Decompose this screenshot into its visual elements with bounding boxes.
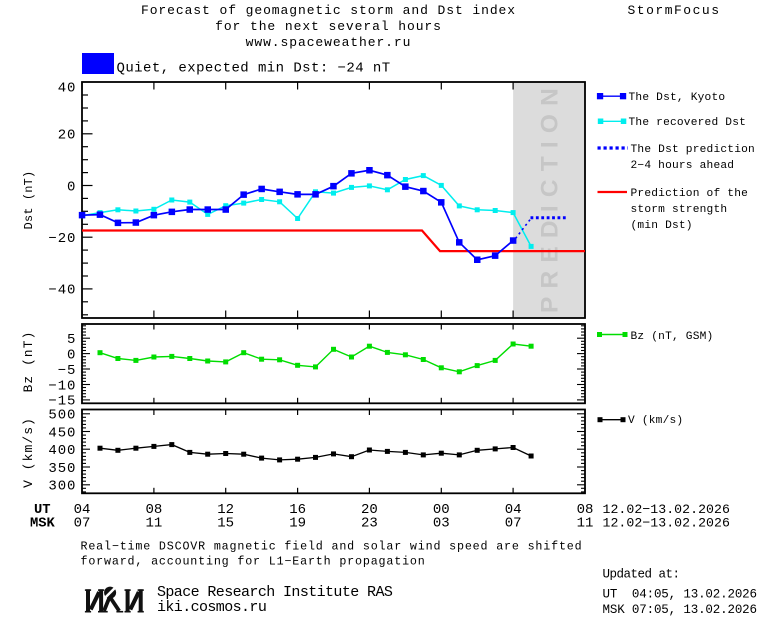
svg-text:12: 12 bbox=[217, 502, 234, 518]
svg-text:for the next several hours: for the next several hours bbox=[215, 19, 442, 34]
svg-text:11: 11 bbox=[577, 516, 594, 532]
svg-text:20: 20 bbox=[361, 502, 378, 518]
svg-text:450: 450 bbox=[48, 425, 76, 441]
svg-text:The recovered Dst: The recovered Dst bbox=[629, 117, 747, 129]
svg-text:Space Research Institute RAS: Space Research Institute RAS bbox=[157, 584, 393, 601]
svg-text:UT: UT bbox=[34, 503, 51, 518]
svg-text:Real−time DSCOVR magnetic fiel: Real−time DSCOVR magnetic field and sola… bbox=[81, 540, 583, 554]
svg-text:−20: −20 bbox=[48, 231, 76, 247]
svg-text:07: 07 bbox=[74, 516, 91, 532]
svg-text:www.spaceweather.ru: www.spaceweather.ru bbox=[246, 35, 412, 50]
svg-text:Prediction of the: Prediction of the bbox=[631, 188, 749, 200]
svg-text:2−4 hours ahead: 2−4 hours ahead bbox=[631, 160, 735, 172]
svg-text:forward, accounting for L1−Ear: forward, accounting for L1−Earth propaga… bbox=[81, 555, 426, 569]
svg-text:0: 0 bbox=[67, 347, 76, 363]
svg-text:08: 08 bbox=[145, 502, 162, 518]
svg-text:500: 500 bbox=[48, 408, 76, 424]
svg-text:08: 08 bbox=[577, 502, 594, 518]
svg-text:The Dst, Kyoto: The Dst, Kyoto bbox=[629, 92, 726, 104]
svg-text:Quiet, expected min Dst: −24 n: Quiet, expected min Dst: −24 nT bbox=[117, 60, 391, 76]
svg-text:V (km/s): V (km/s) bbox=[21, 417, 36, 488]
svg-text:40: 40 bbox=[58, 81, 77, 97]
svg-text:07: 07 bbox=[505, 516, 522, 532]
svg-text:Updated at:: Updated at: bbox=[603, 568, 680, 582]
svg-text:12.02−13.02.2026: 12.02−13.02.2026 bbox=[603, 502, 730, 517]
svg-text:350: 350 bbox=[48, 461, 76, 477]
svg-text:400: 400 bbox=[48, 443, 76, 459]
svg-text:Forecast of geomagnetic storm: Forecast of geomagnetic storm and Dst in… bbox=[141, 3, 516, 18]
svg-text:MSK: MSK bbox=[30, 517, 56, 532]
svg-text:UT 04:05, 13.02.2026: UT 04:05, 13.02.2026 bbox=[603, 588, 757, 602]
svg-text:15: 15 bbox=[217, 516, 234, 532]
svg-text:−5: −5 bbox=[58, 363, 77, 379]
svg-text:storm strength: storm strength bbox=[631, 204, 728, 216]
svg-text:(min Dst): (min Dst) bbox=[631, 220, 693, 232]
svg-text:V (km/s): V (km/s) bbox=[628, 415, 683, 427]
svg-text:−40: −40 bbox=[48, 283, 76, 299]
svg-text:PREDICTION: PREDICTION bbox=[537, 80, 564, 313]
svg-text:300: 300 bbox=[48, 479, 76, 495]
svg-text:23: 23 bbox=[361, 516, 378, 532]
svg-text:5: 5 bbox=[67, 332, 76, 348]
svg-text:iki.cosmos.ru: iki.cosmos.ru bbox=[157, 599, 266, 616]
svg-text:11: 11 bbox=[145, 516, 162, 532]
svg-text:04: 04 bbox=[74, 502, 91, 518]
svg-text:00: 00 bbox=[433, 502, 450, 518]
svg-text:12.02−13.02.2026: 12.02−13.02.2026 bbox=[603, 516, 730, 531]
svg-text:19: 19 bbox=[289, 516, 306, 532]
svg-text:Bz (nT): Bz (nT) bbox=[21, 331, 36, 393]
svg-text:Dst (nT): Dst (nT) bbox=[22, 171, 36, 230]
svg-text:16: 16 bbox=[289, 502, 306, 518]
svg-text:StormFocus: StormFocus bbox=[628, 3, 721, 18]
svg-text:03: 03 bbox=[433, 516, 450, 532]
svg-text:04: 04 bbox=[505, 502, 522, 518]
svg-text:Bz (nT, GSM): Bz (nT, GSM) bbox=[631, 331, 714, 343]
svg-text:−15: −15 bbox=[48, 394, 76, 410]
svg-text:0: 0 bbox=[67, 179, 76, 195]
svg-text:MSK 07:05, 13.02.2026: MSK 07:05, 13.02.2026 bbox=[603, 603, 757, 617]
svg-text:−10: −10 bbox=[48, 378, 76, 394]
svg-text:The Dst prediction: The Dst prediction bbox=[631, 144, 755, 156]
svg-text:20: 20 bbox=[58, 128, 77, 144]
